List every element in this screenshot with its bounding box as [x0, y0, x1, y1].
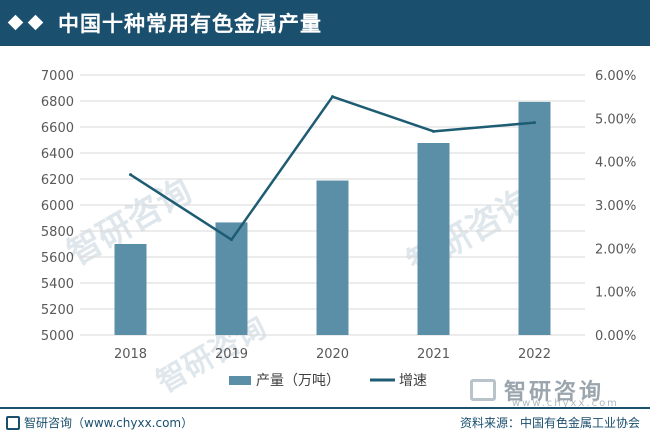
right-tick-label: 5.00% — [595, 112, 636, 127]
diamond-icon — [27, 14, 44, 31]
left-tick-label: 5200 — [41, 303, 74, 318]
right-tick-label: 6.00% — [595, 69, 636, 84]
bar — [417, 142, 450, 335]
right-axis: 0.00% 1.00% 2.00% 3.00% 4.00% 5.00% 6.00% — [595, 69, 636, 344]
left-tick-label: 5800 — [41, 225, 74, 240]
footer-left-text: 智研咨询（www.chyxx.com） — [24, 416, 194, 430]
legend: 产量（万吨） 增速 — [229, 373, 427, 389]
bar — [215, 222, 248, 335]
left-tick-label: 5000 — [41, 329, 74, 344]
x-tick-label: 2022 — [518, 347, 551, 362]
right-tick-label: 3.00% — [595, 199, 636, 214]
legend-bar-swatch — [229, 376, 251, 385]
footer-source-right: 资料来源：中国有色金属工业协会 — [459, 416, 640, 430]
x-axis: 2018 2019 2020 2021 2022 — [114, 347, 551, 362]
right-tick-label: 4.00% — [595, 156, 636, 171]
line-point — [533, 121, 536, 125]
bar — [114, 244, 147, 335]
left-tick-label: 6000 — [41, 199, 74, 214]
left-axis: 5000 5200 5400 5600 5800 6000 6200 6400 6600 6800… — [41, 69, 74, 344]
right-tick-label: 1.00% — [595, 286, 636, 301]
left-tick-label: 5400 — [41, 277, 74, 292]
logo-icon — [6, 415, 20, 430]
x-tick-label: 2018 — [114, 347, 147, 362]
left-tick-label: 6600 — [41, 121, 74, 136]
brand-watermark: 智研咨询 — [470, 374, 604, 406]
legend-bar-label: 产量（万吨） — [256, 373, 340, 389]
brand-url: www.chyxx.com — [512, 398, 619, 409]
bar — [316, 180, 349, 335]
bar-series — [114, 101, 551, 335]
left-tick-label: 5600 — [41, 251, 74, 266]
x-tick-label: 2019 — [215, 347, 248, 362]
brand-name: 智研咨询 — [504, 380, 605, 405]
chart-area: 5000 5200 5400 5600 5800 6000 6200 6400 6600 6800… — [41, 69, 636, 389]
line-point — [432, 129, 435, 133]
title-bar: 中国十种常用有色金属产量 — [0, 0, 650, 46]
legend-line-label: 增速 — [399, 373, 427, 389]
footer-source-left: 智研咨询（www.chyxx.com） — [6, 414, 193, 431]
line-point — [129, 173, 132, 177]
right-tick-label: 0.00% — [595, 329, 636, 344]
left-tick-label: 6400 — [41, 147, 74, 162]
logo-icon — [470, 379, 496, 401]
diamond-icon — [7, 14, 24, 31]
footer-divider — [0, 407, 650, 409]
x-tick-label: 2020 — [316, 347, 349, 362]
left-tick-label: 7000 — [41, 69, 74, 84]
line-point — [331, 95, 334, 99]
line-point — [230, 238, 233, 242]
line-series — [129, 95, 536, 242]
left-tick-label: 6200 — [41, 173, 74, 188]
x-tick-label: 2021 — [417, 347, 450, 362]
bar — [518, 101, 551, 335]
left-tick-label: 6800 — [41, 95, 74, 110]
right-tick-label: 2.00% — [595, 242, 636, 257]
chart-title: 中国十种常用有色金属产量 — [58, 12, 322, 36]
